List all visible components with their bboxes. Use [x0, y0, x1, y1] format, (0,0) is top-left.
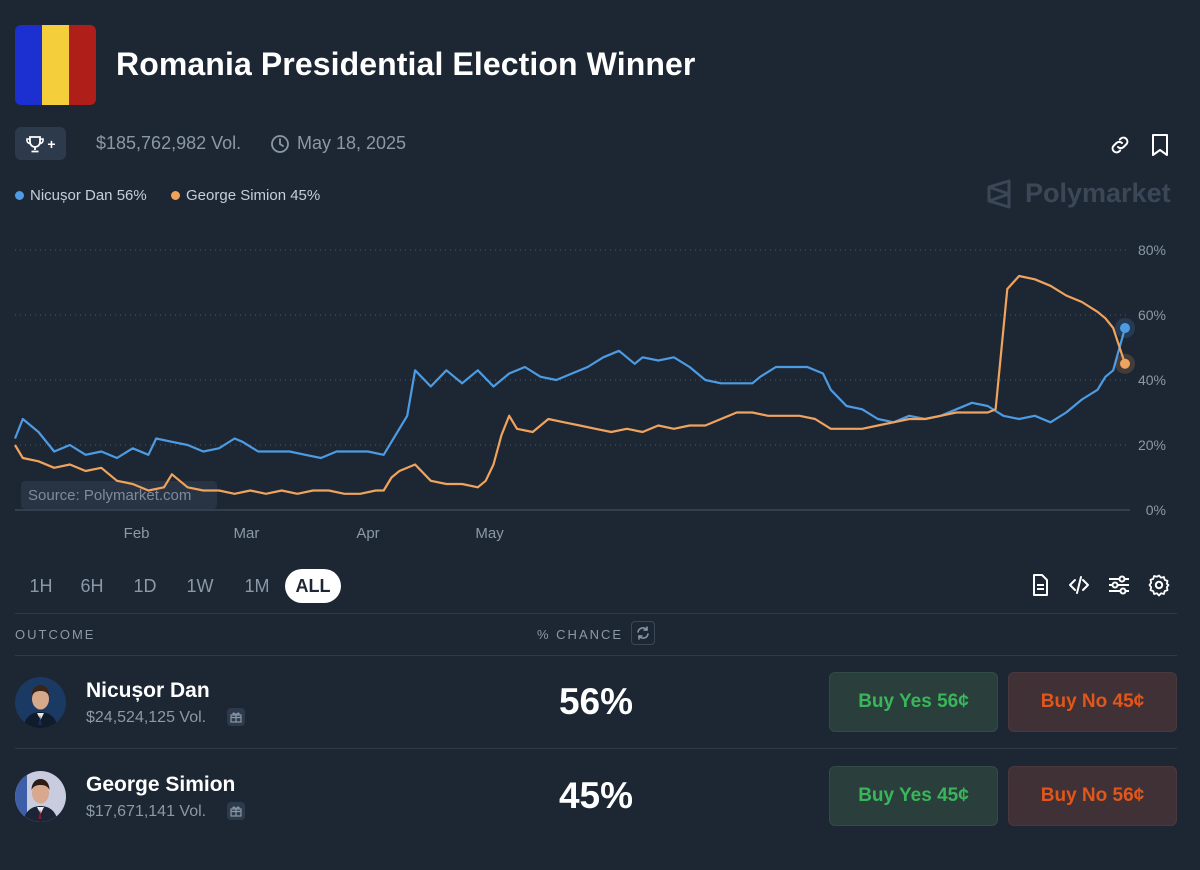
range-1d[interactable]: 1D [133, 575, 157, 596]
y-tick-label: 0% [1146, 502, 1166, 518]
divider [15, 655, 1177, 656]
buy-yes-button[interactable]: Buy Yes 45¢ [829, 766, 998, 826]
divider [15, 748, 1177, 749]
end-date: May 18, 2025 [297, 133, 407, 153]
gift-box-icon [230, 712, 242, 723]
flag-blue-stripe [15, 25, 42, 105]
legend-item-dan: Nicușor Dan 56% [15, 187, 147, 204]
legend-label: Nicușor Dan 56% [30, 187, 147, 204]
gift-icon[interactable] [227, 802, 245, 820]
avatar-image [15, 677, 66, 728]
legend-dot-orange [171, 191, 180, 200]
legend-item-simion: George Simion 45% [171, 187, 320, 204]
brand-name: Polymarket [1025, 178, 1171, 208]
legend-dot-blue [15, 191, 24, 200]
range-6h[interactable]: 6H [80, 575, 104, 596]
trophy-button[interactable]: + [15, 127, 66, 160]
range-all[interactable]: ALL [285, 569, 341, 603]
range-1m[interactable]: 1M [244, 575, 270, 596]
outcome-volume: $24,524,125 Vol. [86, 709, 207, 726]
outcome-name[interactable]: George Simion [86, 773, 236, 796]
series-end-point [1120, 323, 1130, 333]
gift-icon[interactable] [227, 708, 245, 726]
avatar-image [15, 771, 66, 822]
document-icon[interactable] [1028, 573, 1052, 597]
x-tick-label: May [475, 525, 504, 542]
outcome-chance: 45% [558, 775, 634, 816]
polymarket-icon [987, 179, 1011, 208]
refresh-arrows-icon [637, 626, 649, 640]
trophy-icon [26, 135, 45, 152]
divider [15, 613, 1177, 614]
y-tick-label: 40% [1138, 372, 1166, 388]
filter-sliders-icon[interactable] [1107, 573, 1131, 597]
range-1h[interactable]: 1H [29, 575, 53, 596]
series-line-1 [14, 274, 1127, 495]
polymarket-logo: Polymarket [985, 178, 1171, 209]
chart-grid [15, 249, 1130, 511]
x-tick-label: Feb [124, 525, 150, 542]
settings-gear-icon[interactable] [1147, 573, 1171, 597]
clock-icon [271, 135, 289, 153]
series-end-point [1120, 358, 1130, 369]
buy-no-button[interactable]: Buy No 45¢ [1008, 672, 1177, 732]
x-tick-label: Mar [233, 525, 259, 542]
page-title: Romania Presidential Election Winner [116, 46, 696, 82]
link-icon[interactable] [1108, 133, 1132, 157]
gift-box-icon [230, 806, 242, 817]
series-line-0 [13, 327, 1127, 460]
y-tick-label: 20% [1138, 437, 1166, 453]
outcome-name[interactable]: Nicușor Dan [86, 679, 210, 702]
chart-series [13, 274, 1135, 495]
outcome-volume: $17,671,141 Vol. [86, 803, 207, 820]
avatar-george-simion [15, 771, 66, 822]
x-tick-label: Apr [356, 525, 379, 542]
embed-code-icon[interactable] [1067, 573, 1091, 597]
outcome-chance: 56% [558, 681, 634, 722]
buy-yes-button[interactable]: Buy Yes 56¢ [829, 672, 998, 732]
avatar-nicusor-dan [15, 677, 66, 728]
refresh-icon[interactable] [631, 621, 655, 645]
legend-label: George Simion 45% [186, 187, 321, 204]
price-chart[interactable]: 80% 60% 40% 20% 0% Feb Mar Apr May Source: Poly… [0, 230, 1200, 550]
source-badge [21, 481, 217, 509]
column-header-outcome: OUTCOME [15, 627, 96, 642]
trophy-plus: + [47, 135, 56, 152]
column-header-chance: % CHANCE [537, 627, 624, 642]
bookmark-icon[interactable] [1150, 133, 1170, 157]
x-axis-ticks: Feb Mar Apr May [124, 525, 505, 542]
flag-yellow-stripe [42, 25, 69, 105]
flag-red-stripe [69, 25, 96, 105]
buy-no-button[interactable]: Buy No 56¢ [1008, 766, 1177, 826]
y-axis-ticks: 80% 60% 40% 20% 0% [1138, 242, 1166, 518]
y-tick-label: 80% [1138, 242, 1166, 258]
romania-flag-icon [15, 25, 96, 105]
y-tick-label: 60% [1138, 307, 1166, 323]
source-label: Source: Polymarket.com [28, 487, 191, 504]
range-1w[interactable]: 1W [186, 575, 214, 596]
total-volume: $185,762,982 Vol. [96, 133, 242, 153]
